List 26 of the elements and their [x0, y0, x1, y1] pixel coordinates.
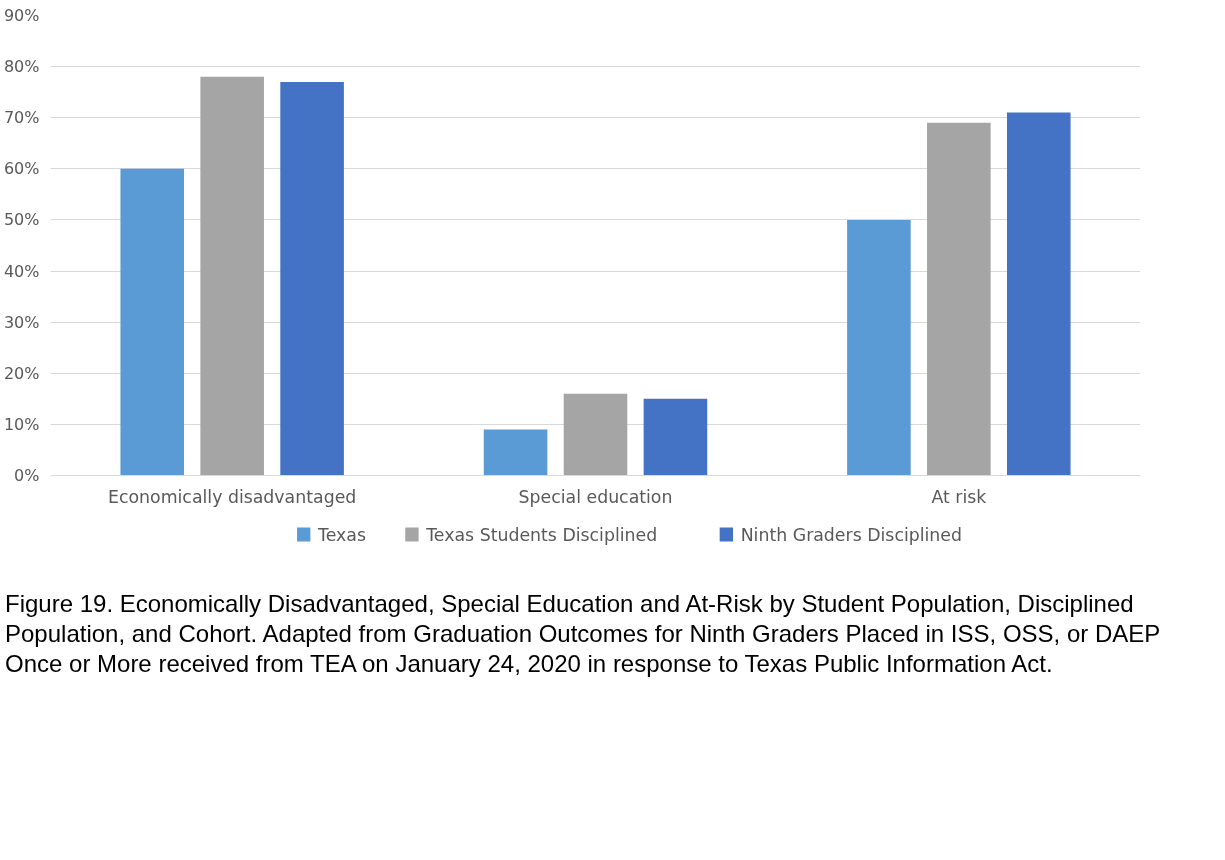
x-tick-label: Economically disadvantaged — [108, 486, 357, 507]
y-tick-label: 60% — [3, 159, 40, 179]
bar — [483, 429, 548, 476]
legend-label: Texas Students Disciplined — [425, 524, 658, 545]
bar — [200, 76, 264, 476]
y-tick-label: 80% — [3, 57, 40, 77]
legend-label: Texas — [317, 524, 366, 545]
caption: Figure 19. Economically Disadvantaged, Special Education and At-Risk by Student Population, Disciplined Population, and Cohort. Adapted from Graduation Outcomes for Ninth Graders Placed in ISS, OSS, or DAEP Once or More received from TEA on January 24, 2020 in response to Texas Public Information Act. — [5, 589, 1161, 679]
bar — [120, 168, 185, 476]
y-tick-label: 20% — [3, 363, 40, 383]
bar — [847, 219, 911, 476]
bar — [563, 393, 628, 476]
bar — [643, 398, 708, 476]
y-tick-label: 40% — [3, 261, 40, 281]
y-tick-label: 90% — [3, 6, 40, 25]
y-tick-label: 50% — [3, 210, 40, 230]
y-tick-label: 70% — [3, 108, 40, 128]
x-tick-label: At risk — [931, 486, 987, 507]
y-tick-label: 30% — [3, 312, 40, 332]
bar — [927, 122, 991, 476]
legend-label: Ninth Graders Disciplined — [740, 524, 962, 545]
x-tick-label: Special education — [518, 486, 673, 507]
bar — [280, 81, 344, 476]
y-tick-label: 0% — [14, 466, 40, 485]
bar — [1006, 112, 1071, 476]
y-tick-label: 10% — [3, 414, 40, 434]
